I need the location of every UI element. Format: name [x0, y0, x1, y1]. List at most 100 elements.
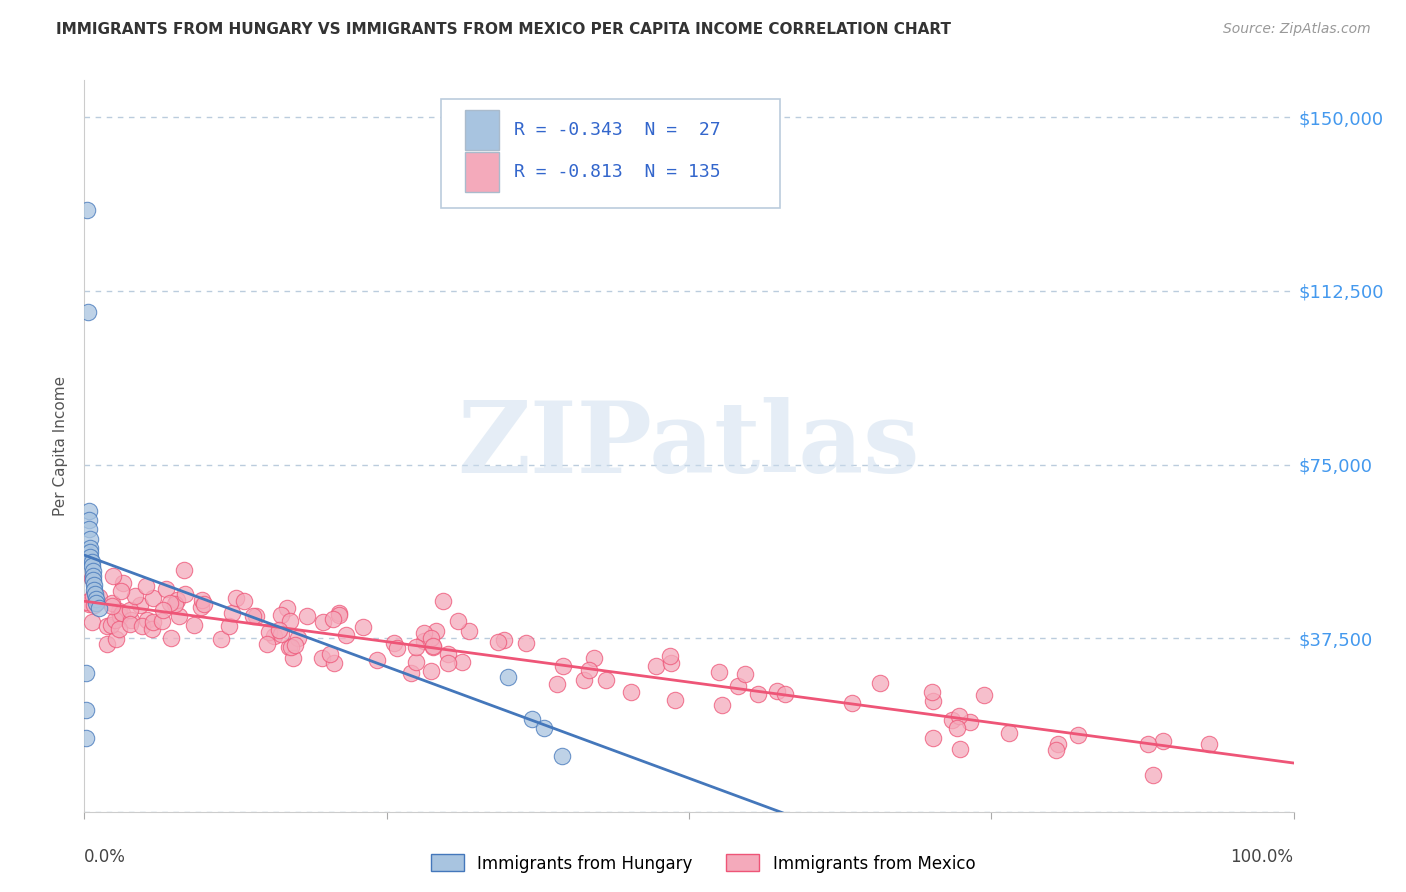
Point	[174, 587, 197, 601]
Point	[276, 601, 298, 615]
Point	[82, 564, 104, 578]
Text: ZIPatlas: ZIPatlas	[458, 398, 920, 494]
Point	[422, 639, 444, 653]
Point	[366, 653, 388, 667]
Point	[79, 532, 101, 546]
Point	[494, 632, 516, 647]
Point	[399, 665, 422, 680]
Point	[551, 658, 574, 673]
Point	[155, 582, 177, 596]
Point	[87, 601, 110, 615]
Text: IMMIGRANTS FROM HUNGARY VS IMMIGRANTS FROM MEXICO PER CAPITA INCOME CORRELATION : IMMIGRANTS FROM HUNGARY VS IMMIGRANTS FR…	[56, 22, 952, 37]
Point	[520, 712, 543, 726]
Point	[111, 606, 134, 620]
Point	[727, 679, 749, 693]
Point	[104, 613, 127, 627]
Point	[150, 614, 173, 628]
Point	[945, 721, 967, 735]
Point	[711, 698, 734, 712]
Point	[322, 611, 344, 625]
Point	[405, 640, 427, 654]
Point	[152, 603, 174, 617]
Point	[997, 726, 1019, 740]
Point	[959, 714, 981, 729]
Point	[120, 613, 142, 627]
Point	[75, 731, 97, 745]
Point	[242, 608, 264, 623]
Point	[75, 703, 97, 717]
Legend: Immigrants from Hungary, Immigrants from Mexico: Immigrants from Hungary, Immigrants from…	[425, 847, 981, 880]
Point	[267, 623, 290, 637]
Point	[142, 615, 165, 629]
Point	[89, 590, 111, 604]
Point	[77, 504, 100, 518]
Point	[419, 664, 441, 678]
Point	[142, 591, 165, 606]
Point	[131, 619, 153, 633]
Point	[190, 600, 212, 615]
Point	[110, 584, 132, 599]
Point	[80, 571, 103, 585]
Point	[141, 622, 163, 636]
Point	[135, 579, 157, 593]
Point	[82, 589, 104, 603]
Point	[447, 614, 470, 628]
Point	[76, 595, 98, 609]
Point	[382, 636, 405, 650]
Point	[218, 618, 240, 632]
Point	[1067, 728, 1090, 742]
Point	[77, 522, 100, 536]
Point	[263, 629, 285, 643]
Point	[79, 541, 101, 555]
Point	[256, 637, 278, 651]
Point	[79, 545, 101, 559]
Point	[166, 592, 188, 607]
Point	[245, 609, 267, 624]
Point	[259, 625, 281, 640]
Point	[948, 709, 970, 723]
Point	[551, 749, 574, 764]
Point	[1152, 734, 1174, 748]
Point	[100, 596, 122, 610]
Point	[437, 648, 460, 662]
Point	[82, 568, 104, 582]
Point	[80, 615, 103, 629]
Point	[221, 607, 243, 621]
Point	[84, 587, 107, 601]
Point	[328, 608, 350, 623]
Point	[96, 619, 118, 633]
Point	[515, 636, 537, 650]
Point	[193, 597, 215, 611]
Bar	[465, 110, 499, 150]
Point	[124, 589, 146, 603]
Text: 0.0%: 0.0%	[84, 848, 127, 866]
Point	[108, 604, 131, 618]
Point	[1198, 737, 1220, 751]
FancyBboxPatch shape	[441, 99, 780, 209]
Point	[432, 594, 454, 608]
Point	[644, 658, 666, 673]
Point	[949, 741, 972, 756]
Point	[318, 647, 340, 661]
Point	[163, 597, 186, 611]
Point	[270, 608, 292, 623]
Point	[578, 663, 600, 677]
Point	[283, 651, 305, 665]
Point	[437, 657, 460, 671]
Point	[135, 613, 157, 627]
Point	[496, 670, 519, 684]
Point	[921, 685, 943, 699]
Point	[82, 574, 104, 588]
Point	[405, 655, 427, 669]
Point	[620, 684, 643, 698]
Point	[941, 713, 963, 727]
Point	[352, 620, 374, 634]
Point	[225, 591, 247, 606]
Point	[191, 592, 214, 607]
Point	[83, 578, 105, 592]
Point	[287, 631, 309, 645]
Point	[1045, 743, 1067, 757]
Point	[100, 618, 122, 632]
Point	[160, 631, 183, 645]
Point	[747, 687, 769, 701]
